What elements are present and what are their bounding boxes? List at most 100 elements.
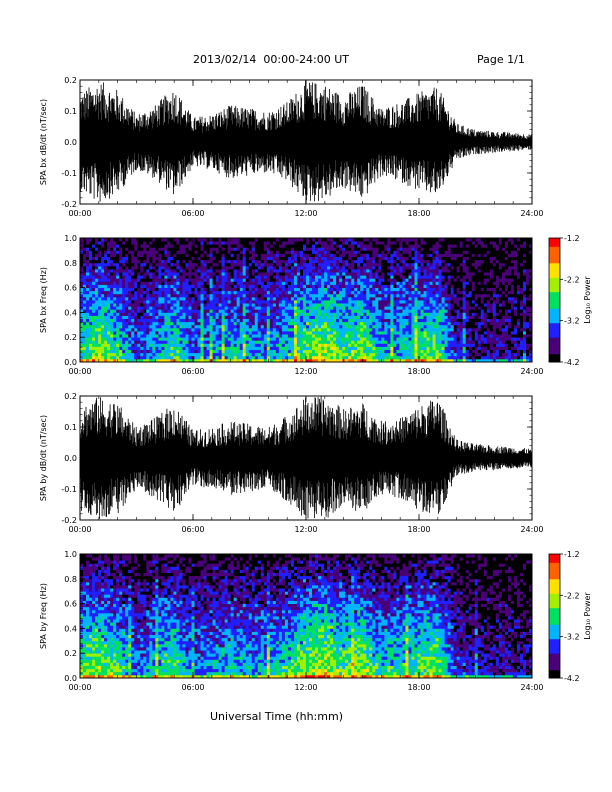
- spectrogram-cell: [296, 256, 301, 261]
- spectrogram-cell: [164, 352, 168, 357]
- spectrogram-cell: [257, 244, 262, 248]
- spectrogram-cell: [155, 321, 159, 326]
- spectrogram-cell: [327, 315, 331, 319]
- spectrogram-cell: [272, 247, 277, 251]
- spectrogram-cell: [381, 244, 385, 248]
- spectrogram-cell: [426, 309, 430, 313]
- spectrogram-cell: [345, 306, 349, 310]
- spectrogram-cell: [420, 324, 424, 329]
- spectrogram-cell: [411, 315, 415, 319]
- spectrogram-cell: [260, 284, 265, 288]
- spectrogram-cell: [254, 287, 259, 292]
- spectrogram-cell: [405, 355, 409, 360]
- spectrogram-cell: [215, 315, 220, 319]
- spectrogram-cell: [299, 293, 304, 298]
- spectrogram-cell: [272, 241, 277, 245]
- spectrogram-cell: [411, 343, 415, 347]
- spectrogram-cell: [152, 247, 156, 251]
- spectrogram-cell: [95, 290, 99, 295]
- spectrogram-cell: [312, 241, 316, 245]
- spectrogram-cell: [245, 352, 250, 357]
- spectrogram-cell: [209, 300, 213, 304]
- spectrogram-cell: [251, 244, 256, 248]
- spectrogram-cell: [134, 300, 138, 304]
- spectrogram-cell: [302, 259, 307, 264]
- spectrogram-cell: [92, 358, 96, 363]
- spectrogram-cell: [110, 244, 114, 248]
- spectrogram-cell: [333, 352, 337, 357]
- spectrogram-cell: [236, 287, 241, 292]
- y-tick-label: 0.0: [64, 138, 77, 147]
- spectrogram-cell: [378, 337, 382, 341]
- spectrogram-cell: [348, 250, 352, 254]
- spectrogram-cell: [278, 244, 283, 248]
- spectrogram-cell: [378, 324, 382, 329]
- spectrogram-cell: [351, 355, 355, 360]
- spectrogram-cell: [269, 355, 274, 360]
- spectrogram-cell: [417, 346, 421, 350]
- spectrogram-cell: [390, 241, 394, 245]
- spectrogram-cell: [290, 238, 295, 242]
- spectrogram-cell: [134, 340, 138, 344]
- spectrogram-cell: [128, 352, 132, 357]
- spectrogram-cell: [158, 256, 162, 261]
- spectrogram-cell: [152, 355, 156, 360]
- spectrogram-cell: [348, 331, 352, 335]
- spectrogram-cell: [339, 309, 343, 313]
- spectrogram-cell: [393, 278, 397, 282]
- spectrogram-cell: [390, 340, 394, 344]
- spectrogram-cell: [324, 334, 328, 338]
- spectrogram-cell: [167, 309, 171, 313]
- spectrogram-cell: [290, 327, 295, 332]
- spectrogram-cell: [278, 321, 283, 326]
- spectrogram-cell: [245, 296, 250, 301]
- spectrogram-cell: [257, 296, 262, 301]
- spectrogram-cell: [230, 241, 235, 245]
- spectrogram-cell: [143, 259, 147, 264]
- spectrogram-cell: [113, 352, 117, 357]
- spectrogram-cell: [405, 358, 409, 363]
- spectrogram-cell: [284, 244, 289, 248]
- spectrogram-cell: [83, 272, 87, 276]
- spectrogram-cell: [116, 306, 120, 310]
- spectrogram-cell: [149, 253, 153, 257]
- spectrogram-cell: [158, 247, 162, 251]
- spectrogram-cell: [293, 324, 298, 329]
- spectrogram-cell: [393, 355, 397, 360]
- spectrogram-cell: [342, 303, 346, 307]
- x-tick-label: 18:00: [407, 209, 430, 218]
- spectrogram-cell: [92, 238, 96, 242]
- spectrogram-cell: [339, 259, 343, 264]
- spectrogram-cell: [101, 343, 105, 347]
- spectrogram-cell: [354, 318, 358, 323]
- spectrogram-cell: [98, 275, 102, 279]
- spectrogram-cell: [149, 278, 153, 282]
- spectrogram-cell: [236, 247, 241, 251]
- spectrogram-cell: [209, 284, 213, 288]
- spectrogram-cell: [233, 346, 238, 350]
- spectrogram-cell: [107, 256, 111, 261]
- spectrogram-cell: [218, 290, 223, 295]
- spectrogram-cell: [110, 269, 114, 273]
- spectrogram-cell: [146, 324, 150, 329]
- spectrogram-cell: [432, 324, 436, 329]
- spectrogram-cell: [363, 262, 367, 267]
- spectrogram-cell: [444, 321, 449, 326]
- spectrogram-cell: [110, 318, 114, 323]
- spectrogram-cell: [95, 318, 99, 323]
- spectrogram-cell: [414, 238, 418, 242]
- spectrogram-cell: [203, 315, 207, 319]
- spectrogram-cell: [345, 278, 349, 282]
- spectrogram-cell: [254, 250, 259, 254]
- spectrogram-cell: [83, 306, 87, 310]
- spectrogram-cell: [315, 247, 319, 251]
- spectrogram-cell: [441, 334, 446, 338]
- spectrogram-cell: [339, 312, 343, 316]
- spectrogram-cell: [95, 321, 99, 326]
- spectrogram-cell: [191, 312, 195, 316]
- spectrogram-cell: [101, 334, 105, 338]
- spectrogram-cell: [230, 327, 235, 332]
- spectrogram-cell: [89, 244, 93, 248]
- spectrogram-cell: [251, 278, 256, 282]
- spectrogram-cell: [194, 281, 198, 285]
